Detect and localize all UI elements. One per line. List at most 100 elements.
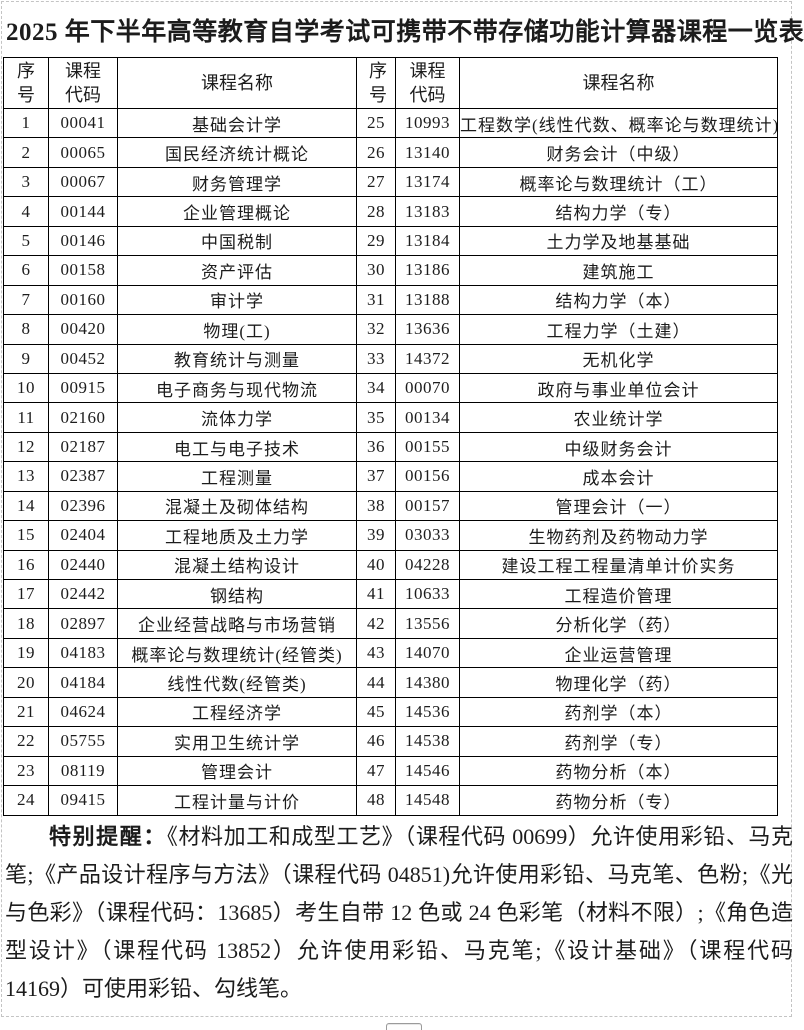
seq-cell: 12 bbox=[3, 431, 49, 463]
seq-cell: 4 bbox=[3, 196, 49, 227]
code-cell: 00160 bbox=[48, 284, 118, 316]
name-cell: 政府与事业单位会计 bbox=[459, 372, 778, 404]
name-cell: 生物药剂及药物动力学 bbox=[459, 520, 778, 551]
seq-cell: 27 bbox=[356, 166, 396, 198]
name-cell: 工程数学(线性代数、概率论与数理统计) bbox=[459, 107, 778, 139]
name-cell: 建设工程工程量清单计价实务 bbox=[459, 549, 778, 581]
name-cell: 结构力学（专） bbox=[459, 196, 778, 227]
code-cell: 14380 bbox=[395, 667, 460, 698]
code-cell: 13183 bbox=[395, 196, 460, 227]
seq-cell: 18 bbox=[3, 608, 49, 639]
code-cell: 00915 bbox=[48, 372, 118, 404]
name-cell: 工程测量 bbox=[117, 461, 357, 492]
code-cell: 05755 bbox=[48, 726, 118, 757]
seq-cell: 14 bbox=[3, 490, 49, 522]
name-cell: 企业经营战略与市场营销 bbox=[117, 608, 357, 639]
code-cell: 00157 bbox=[395, 490, 460, 522]
name-cell: 工程地质及土力学 bbox=[117, 520, 357, 551]
name-cell: 中级财务会计 bbox=[459, 431, 778, 463]
seq-cell: 35 bbox=[356, 402, 396, 433]
table-row: 16 02440 混凝土结构设计 40 04228 建设工程工程量清单计价实务 bbox=[3, 549, 778, 581]
name-cell: 国民经济统计概论 bbox=[117, 137, 357, 168]
code-cell: 13188 bbox=[395, 284, 460, 316]
code-cell: 09415 bbox=[48, 785, 118, 816]
code-cell: 14546 bbox=[395, 755, 460, 787]
seq-cell: 21 bbox=[3, 696, 49, 728]
seq-cell: 34 bbox=[356, 372, 396, 404]
table-row: 6 00158 资产评估 30 13186 建筑施工 bbox=[3, 255, 778, 286]
special-notice: 特别提醒：《材料加工和成型工艺》（课程代码 00699）允许使用彩铅、马克笔;《… bbox=[5, 818, 793, 1008]
seq-cell: 31 bbox=[356, 284, 396, 316]
table-row: 21 04624 工程经济学 45 14536 药剂学（本） bbox=[3, 696, 778, 728]
header-seq-left: 序号 bbox=[3, 57, 49, 109]
name-cell: 工程力学（土建） bbox=[459, 314, 778, 345]
table-row: 20 04184 线性代数(经管类) 44 14380 物理化学（药） bbox=[3, 667, 778, 698]
seq-cell: 38 bbox=[356, 490, 396, 522]
code-cell: 02396 bbox=[48, 490, 118, 522]
code-cell: 10993 bbox=[395, 107, 460, 139]
code-cell: 00134 bbox=[395, 402, 460, 433]
code-cell: 14372 bbox=[395, 343, 460, 374]
seq-cell: 11 bbox=[3, 402, 49, 433]
code-cell: 00144 bbox=[48, 196, 118, 227]
code-cell: 02440 bbox=[48, 549, 118, 581]
course-table: 序号 课程代码 课程名称 序号 课程代码 课程名称 1 00041 基础会计学 25 1… bbox=[3, 57, 778, 816]
seq-cell: 6 bbox=[3, 255, 49, 286]
name-cell: 财务会计（中级） bbox=[459, 137, 778, 168]
course-table-body: 1 00041 基础会计学 25 10993 工程数学(线性代数、概率论与数理统计) 2 00… bbox=[3, 107, 778, 816]
name-cell: 审计学 bbox=[117, 284, 357, 316]
code-cell: 13556 bbox=[395, 608, 460, 639]
code-cell: 04624 bbox=[48, 696, 118, 728]
table-row: 14 02396 混凝土及砌体结构 38 00157 管理会计（一） bbox=[3, 490, 778, 522]
seq-cell: 41 bbox=[356, 578, 396, 610]
name-cell: 混凝土及砌体结构 bbox=[117, 490, 357, 522]
seq-cell: 48 bbox=[356, 785, 396, 816]
code-cell: 00146 bbox=[48, 225, 118, 257]
seq-cell: 20 bbox=[3, 667, 49, 698]
seq-cell: 23 bbox=[3, 755, 49, 787]
name-cell: 电工与电子技术 bbox=[117, 431, 357, 463]
seq-cell: 5 bbox=[3, 225, 49, 257]
code-cell: 00452 bbox=[48, 343, 118, 374]
name-cell: 药物分析（专） bbox=[459, 785, 778, 816]
name-cell: 成本会计 bbox=[459, 461, 778, 492]
course-table-header: 序号 课程代码 课程名称 序号 课程代码 课程名称 bbox=[3, 57, 778, 109]
code-cell: 02404 bbox=[48, 520, 118, 551]
page-title: 2025 年下半年高等教育自学考试可携带不带存储功能计算器课程一览表 bbox=[6, 19, 804, 46]
header-row: 序号 课程代码 课程名称 序号 课程代码 课程名称 bbox=[3, 57, 778, 109]
code-cell: 02160 bbox=[48, 402, 118, 433]
name-cell: 无机化学 bbox=[459, 343, 778, 374]
seq-cell: 33 bbox=[356, 343, 396, 374]
seq-cell: 29 bbox=[356, 225, 396, 257]
name-cell: 混凝土结构设计 bbox=[117, 549, 357, 581]
table-row: 2 00065 国民经济统计概论 26 13140 财务会计（中级） bbox=[3, 137, 778, 168]
name-cell: 财务管理学 bbox=[117, 166, 357, 198]
code-cell: 13140 bbox=[395, 137, 460, 168]
code-cell: 08119 bbox=[48, 755, 118, 787]
name-cell: 土力学及地基基础 bbox=[459, 225, 778, 257]
seq-cell: 16 bbox=[3, 549, 49, 581]
name-cell: 药剂学（专） bbox=[459, 726, 778, 757]
code-cell: 02442 bbox=[48, 578, 118, 610]
seq-cell: 32 bbox=[356, 314, 396, 345]
seq-cell: 30 bbox=[356, 255, 396, 286]
code-cell: 14536 bbox=[395, 696, 460, 728]
seq-cell: 43 bbox=[356, 637, 396, 669]
code-cell: 00155 bbox=[395, 431, 460, 463]
table-row: 24 09415 工程计量与计价 48 14548 药物分析（专） bbox=[3, 785, 778, 816]
seq-cell: 2 bbox=[3, 137, 49, 168]
code-cell: 00070 bbox=[395, 372, 460, 404]
seq-cell: 47 bbox=[356, 755, 396, 787]
seq-cell: 15 bbox=[3, 520, 49, 551]
name-cell: 实用卫生统计学 bbox=[117, 726, 357, 757]
code-cell: 13174 bbox=[395, 166, 460, 198]
special-notice-label: 特别提醒： bbox=[49, 824, 167, 849]
name-cell: 物理化学（药） bbox=[459, 667, 778, 698]
seq-cell: 44 bbox=[356, 667, 396, 698]
name-cell: 钢结构 bbox=[117, 578, 357, 610]
code-cell: 00065 bbox=[48, 137, 118, 168]
seq-cell: 3 bbox=[3, 166, 49, 198]
seq-cell: 10 bbox=[3, 372, 49, 404]
table-row: 13 02387 工程测量 37 00156 成本会计 bbox=[3, 461, 778, 492]
